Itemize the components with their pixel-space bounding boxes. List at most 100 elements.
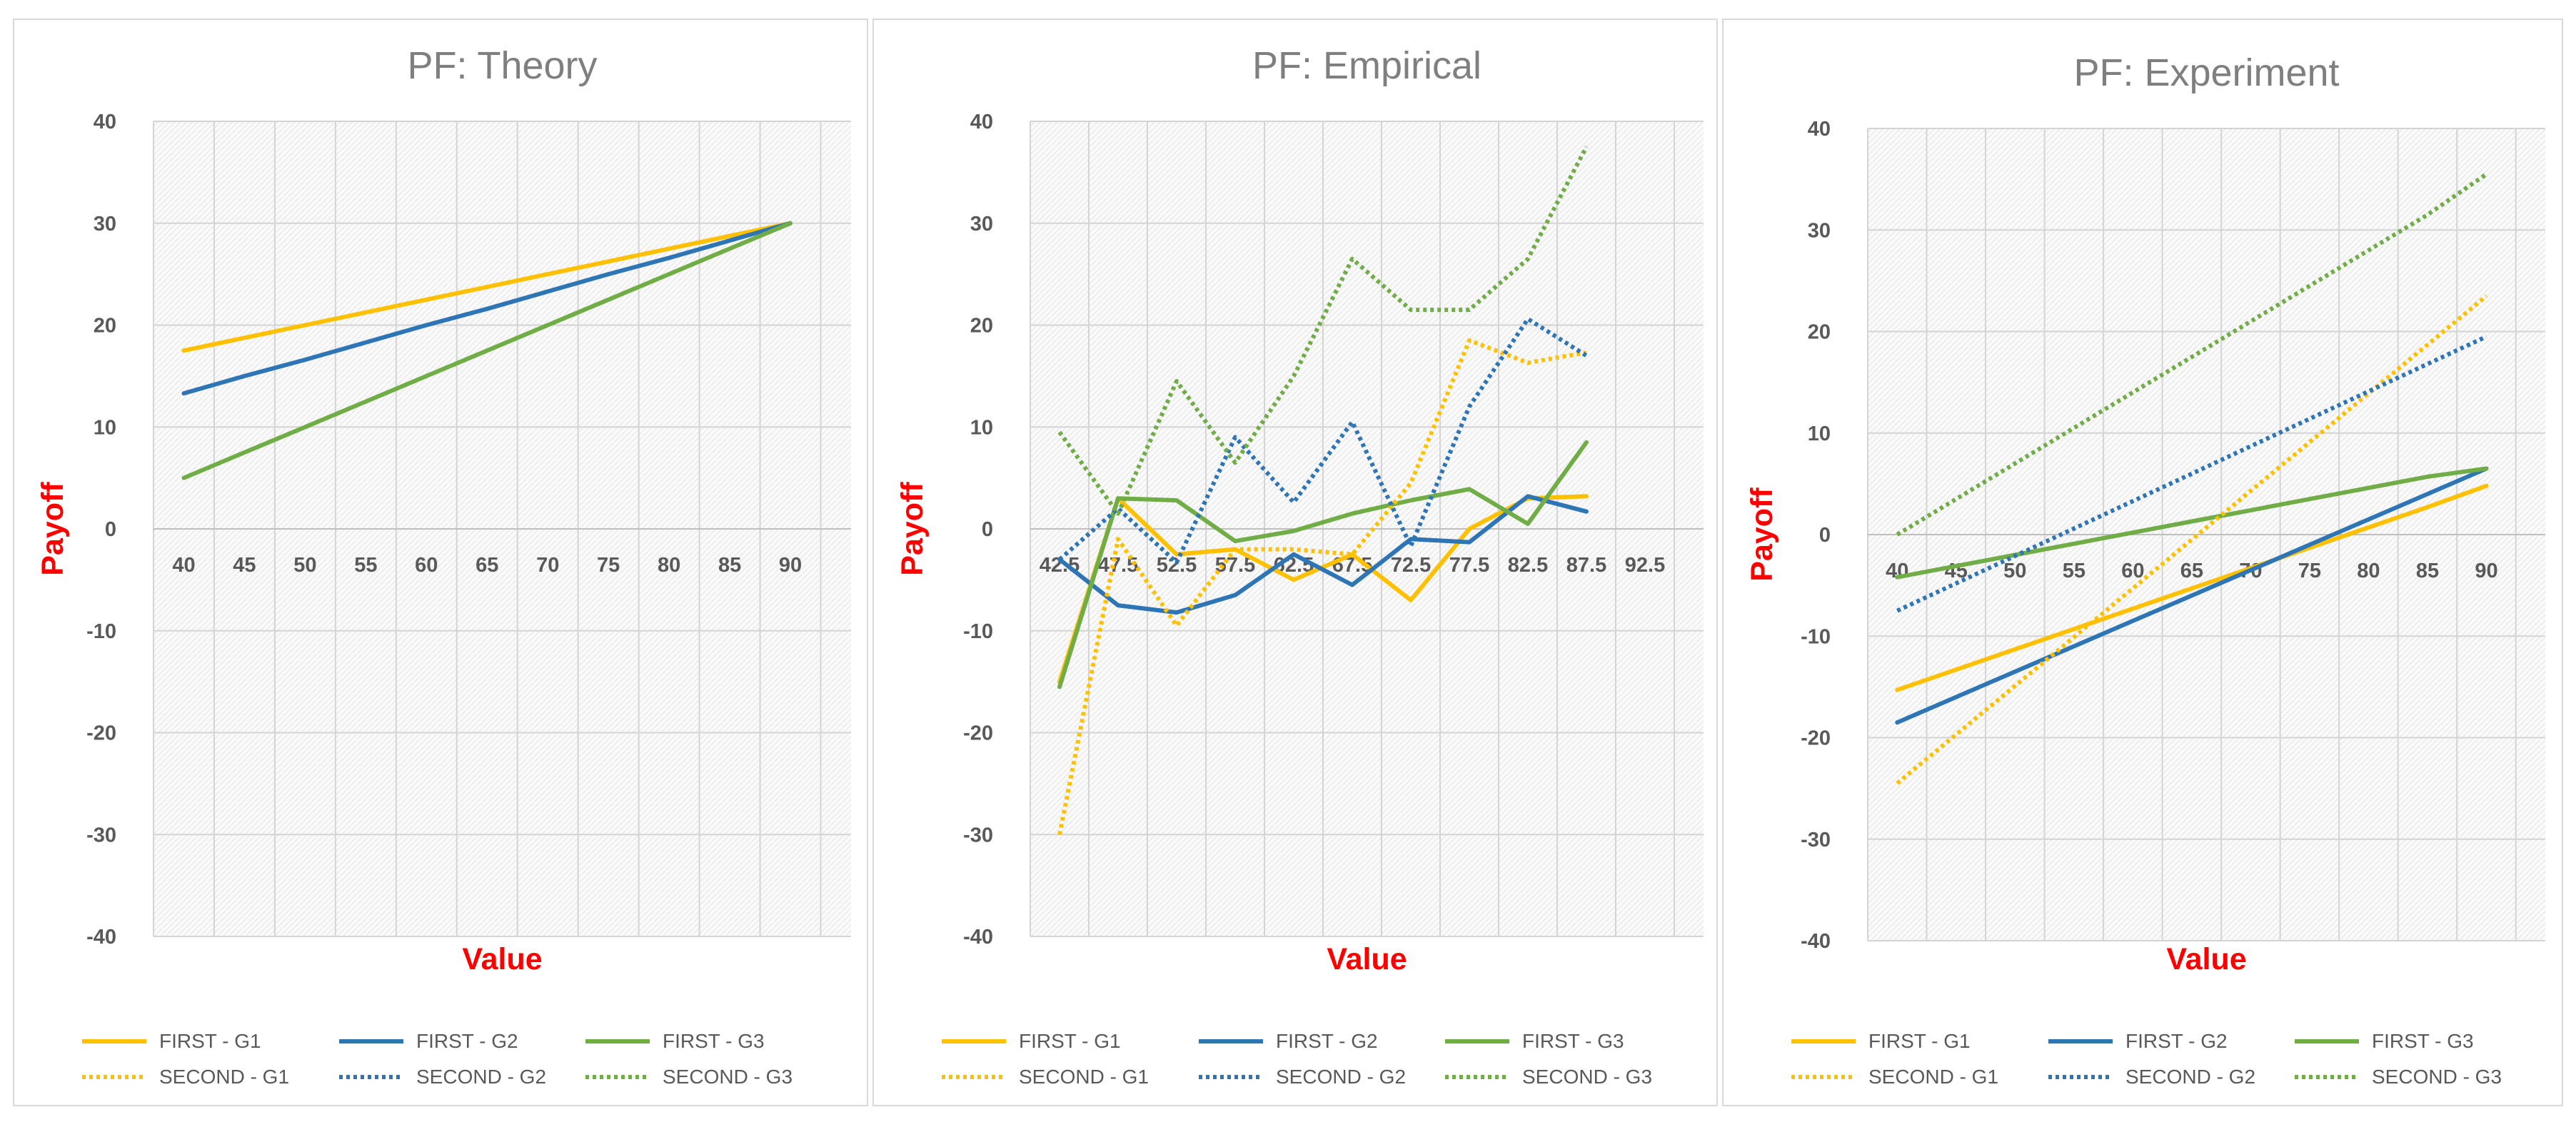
- x-tick-label: 80: [658, 554, 680, 577]
- y-tick-label: -10: [1801, 625, 1831, 648]
- series-line-second-g1: [1896, 294, 2488, 785]
- x-tick-label: 45: [233, 554, 256, 577]
- legend-item: SECOND - G3: [1445, 1066, 1652, 1088]
- series-line-second-g2: [1058, 316, 1588, 565]
- legend-item: SECOND - G2: [2048, 1066, 2255, 1088]
- legend-label: SECOND - G1: [159, 1066, 289, 1088]
- x-tick-label: 52.5: [1157, 554, 1197, 577]
- legend-label: SECOND - G3: [663, 1066, 793, 1088]
- y-tick-label: 30: [1808, 219, 1831, 242]
- y-tick-label: -20: [86, 722, 116, 745]
- series-line-first-g2: [1057, 494, 1589, 615]
- x-tick-label: 55: [354, 554, 377, 577]
- y-axis-title: Payoff: [895, 482, 930, 576]
- y-tick-label: -10: [86, 620, 116, 643]
- y-tick-label: 30: [970, 213, 993, 236]
- y-tick-label: 10: [1808, 423, 1831, 445]
- y-tick-label: -40: [963, 926, 993, 949]
- x-axis-title: Value: [2166, 942, 2246, 976]
- x-tick-label: 75: [597, 554, 620, 577]
- legend-label: SECOND - G2: [1276, 1066, 1406, 1088]
- legend-item: SECOND - G1: [942, 1066, 1149, 1088]
- legend-item: FIRST - G3: [2295, 1030, 2474, 1052]
- legend-label: FIRST - G3: [2372, 1030, 2474, 1052]
- y-tick-label: 40: [1808, 118, 1831, 141]
- x-axis-title: Value: [462, 942, 542, 976]
- x-tick-label: 50: [293, 554, 316, 577]
- legend-label: FIRST - G1: [1019, 1030, 1121, 1052]
- y-axis-title: Payoff: [36, 482, 70, 576]
- x-tick-label: 72.5: [1391, 554, 1431, 577]
- x-tick-label: 65: [2180, 560, 2203, 582]
- legend-item: FIRST - G2: [1199, 1030, 1378, 1052]
- legend-item: FIRST - G2: [2048, 1030, 2228, 1052]
- x-axis-title: Value: [1327, 942, 1407, 976]
- x-tick-label: 60: [415, 554, 438, 577]
- legend-label: SECOND - G1: [1019, 1066, 1149, 1088]
- series-line-second-g3: [1896, 172, 2488, 537]
- x-tick-label: 70: [536, 554, 559, 577]
- y-tick-label: -30: [86, 824, 116, 846]
- chart-title: PF: Empirical: [1252, 44, 1481, 87]
- legend-item: SECOND - G3: [585, 1066, 793, 1088]
- series-line-first-g1: [181, 221, 793, 353]
- chart-title: PF: Theory: [407, 44, 597, 87]
- legend-label: FIRST - G2: [2125, 1030, 2228, 1052]
- y-tick-label: -20: [963, 722, 993, 745]
- legend-label: FIRST - G3: [1522, 1030, 1624, 1052]
- y-tick-label: -30: [963, 824, 993, 846]
- chart-panel-experiment: 40 30 20 10 0 -10 -20 -30 -40 40 45 50 55 60 65 70 75 80 8…: [1722, 19, 2563, 1106]
- x-tick-label: 50: [2003, 560, 2026, 582]
- legend-item: FIRST - G3: [585, 1030, 765, 1052]
- x-tick-label: 60: [2121, 560, 2144, 582]
- series-line-second-g3: [1057, 146, 1589, 516]
- legend-item: FIRST - G1: [942, 1030, 1121, 1052]
- y-tick-label: -40: [1801, 930, 1831, 953]
- legend-item: FIRST - G2: [339, 1030, 518, 1052]
- y-tick-label: -20: [1801, 727, 1831, 750]
- x-tick-label: 82.5: [1508, 554, 1548, 577]
- legend-label: FIRST - G2: [416, 1030, 518, 1052]
- x-tick-label: 90: [779, 554, 802, 577]
- legend-label: SECOND - G3: [1522, 1066, 1652, 1088]
- series-line-first-g1: [1895, 483, 2489, 692]
- y-tick-label: 30: [94, 213, 116, 236]
- series-line-first-g1: [1057, 494, 1589, 684]
- y-tick-label: -30: [1801, 829, 1831, 851]
- legend-label: FIRST - G3: [663, 1030, 765, 1052]
- legend-label: FIRST - G1: [159, 1030, 261, 1052]
- series-line-first-g3: [1895, 466, 2489, 580]
- y-axis-title: Payoff: [1745, 487, 1779, 582]
- y-tick-label: -40: [86, 926, 116, 949]
- legend-item: FIRST - G1: [1791, 1030, 1971, 1052]
- series-line-first-g3: [181, 221, 793, 480]
- legend-label: FIRST - G1: [1868, 1030, 1971, 1052]
- chart-title: PF: Experiment: [2073, 51, 2339, 94]
- x-tick-label: 85: [2416, 560, 2439, 582]
- chart-svg-theory: 40 30 20 10 0 -10 -20 -30 -40 40 45 50 55 60 65 70 75 80 8…: [36, 44, 851, 1088]
- legend-label: SECOND - G3: [2372, 1066, 2502, 1088]
- legend-item: SECOND - G1: [1791, 1066, 1998, 1088]
- x-tick-label: 75: [2298, 560, 2321, 582]
- y-tick-label: 40: [94, 111, 116, 133]
- series-line-first-g3: [1057, 440, 1589, 689]
- y-tick-label: -10: [963, 620, 993, 643]
- y-tick-label: 20: [970, 315, 993, 338]
- y-tick-label: 0: [1819, 524, 1831, 547]
- x-tick-label: 92.5: [1625, 554, 1665, 577]
- y-tick-label: 0: [105, 518, 116, 541]
- legend-item: SECOND - G3: [2295, 1066, 2502, 1088]
- y-tick-label: 10: [94, 416, 116, 439]
- y-tick-label: 20: [94, 315, 116, 338]
- legend-item: SECOND - G2: [1199, 1066, 1406, 1088]
- x-tick-label: 85: [718, 554, 741, 577]
- legend-label: SECOND - G1: [1868, 1066, 1998, 1088]
- legend-item: FIRST - G1: [82, 1030, 261, 1052]
- x-tick-label: 87.5: [1566, 554, 1606, 577]
- x-tick-label: 80: [2357, 560, 2380, 582]
- x-tick-label: 90: [2475, 560, 2497, 582]
- y-tick-label: 10: [970, 416, 993, 439]
- legend-label: SECOND - G2: [2125, 1066, 2255, 1088]
